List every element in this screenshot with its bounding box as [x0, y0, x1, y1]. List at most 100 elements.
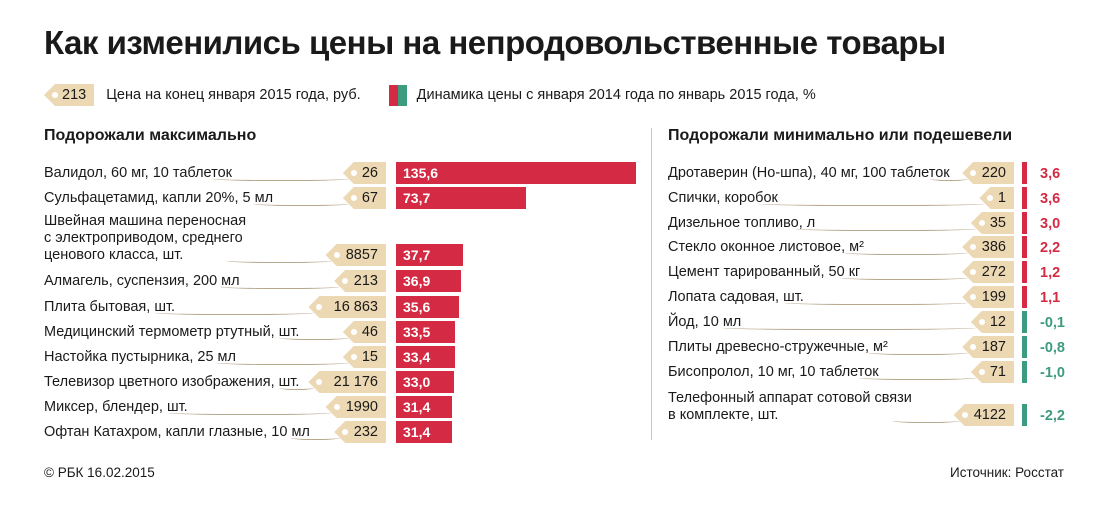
item-label: Телефонный аппарат сотовой связи в компле…	[668, 390, 912, 423]
price-tag: 21 176	[308, 371, 386, 393]
right-section-title: Подорожали минимально или подешевели	[668, 127, 1013, 144]
item-label: Алмагель, суспензия, 200 мл	[44, 273, 240, 289]
left-row: Офтан Катахром, капли глазные, 10 мл 232 3…	[44, 420, 636, 443]
item-label: Медицинский термометр ртутный, шт.	[44, 324, 300, 340]
item-label: Настойка пустырника, 25 мл	[44, 349, 236, 365]
price-tag: 232	[334, 421, 386, 443]
legend-increase-swatch	[388, 84, 398, 106]
item-label: Стекло оконное листовое, м²	[668, 239, 864, 255]
price-tag: 213	[334, 270, 386, 292]
left-row: Сульфацетамид, капли 20%, 5 мл 67 73,7	[44, 186, 636, 209]
right-row: Дизельное топливо, л 35 3,0	[668, 211, 1075, 234]
change-bar: 36,9	[396, 270, 462, 292]
right-row: Дротаверин (Но-шпа), 40 мг, 100 таблеток…	[668, 161, 1075, 184]
item-label: Дизельное топливо, л	[668, 215, 816, 231]
price-tag: 386	[962, 236, 1014, 258]
price-tag: 35	[970, 212, 1014, 234]
tag-string	[757, 200, 986, 206]
right-row: Плиты древесно-стружечные, м² 187 -0,8	[668, 335, 1075, 358]
right-row: Лопата садовая, шт. 199 1,1	[668, 285, 1075, 308]
tag-string	[289, 434, 341, 440]
change-value: -2,2	[1040, 408, 1065, 424]
price-tag: 220	[962, 162, 1014, 184]
change-marker	[1022, 236, 1027, 258]
left-row: Плита бытовая, шт. 16 863 35,6	[44, 295, 636, 318]
price-tag: 15	[342, 346, 386, 368]
legend-change-label: Динамика цены с января 2014 года по янва…	[416, 87, 816, 103]
change-bar: 37,7	[396, 244, 463, 266]
tag-string	[867, 349, 969, 355]
tag-string	[253, 200, 349, 206]
copyright: © РБК 16.02.2015	[44, 465, 155, 480]
left-row: Миксер, блендер, шт. 1990 31,4	[44, 395, 636, 418]
tag-string	[721, 324, 977, 330]
change-value: -0,8	[1040, 340, 1065, 356]
left-row: Настойка пустырника, 25 мл 15 33,4	[44, 345, 636, 368]
change-marker	[1022, 212, 1027, 234]
price-tag: 67	[342, 187, 386, 209]
item-label: Плиты древесно-стружечные, м²	[668, 339, 888, 355]
change-marker	[1022, 361, 1027, 383]
change-bar: 35,6	[396, 296, 459, 318]
tag-string	[279, 334, 349, 340]
change-bar: 33,4	[396, 346, 456, 368]
left-row: Медицинский термометр ртутный, шт. 46 33,5	[44, 320, 636, 343]
tag-string	[155, 309, 315, 315]
change-marker	[1022, 261, 1027, 283]
source-note: Источник: Росстат	[950, 465, 1064, 480]
change-value: -1,0	[1040, 365, 1065, 381]
change-bar: 31,4	[396, 421, 452, 443]
left-section-title: Подорожали максимально	[44, 127, 257, 144]
tag-string	[167, 409, 332, 415]
price-tag: 16 863	[308, 296, 386, 318]
legend-price-tag: 213	[44, 84, 95, 106]
price-tag: 8857	[325, 244, 386, 266]
tag-string	[783, 299, 969, 305]
price-tag: 199	[962, 286, 1014, 308]
right-row: Цемент тарированный, 50 кг 272 1,2	[668, 260, 1075, 283]
change-bar: 135,6	[396, 162, 636, 184]
tag-string	[279, 384, 315, 390]
change-bar: 73,7	[396, 187, 527, 209]
change-bar: 33,0	[396, 371, 455, 393]
item-label: Дротаверин (Но-шпа), 40 мг, 100 таблеток	[668, 165, 950, 181]
change-marker	[1022, 187, 1027, 209]
price-tag: 4122	[953, 404, 1014, 426]
change-marker	[1022, 404, 1027, 426]
item-label: Телевизор цветного изображения, шт.	[44, 374, 300, 390]
item-label: Миксер, блендер, шт.	[44, 399, 188, 415]
tag-string	[215, 359, 349, 365]
right-row: Стекло оконное листовое, м² 386 2,2	[668, 235, 1075, 258]
tag-string	[840, 274, 969, 280]
change-value: -0,1	[1040, 315, 1065, 331]
right-row: Телефонный аппарат сотовой связи в компле…	[668, 386, 1075, 426]
item-label: Лопата садовая, шт.	[668, 289, 804, 305]
chart-title: Как изменились цены на непродовольственн…	[44, 24, 946, 61]
item-label: Швейная машина переносная с электропривод…	[44, 213, 247, 263]
legend: 213 Цена на конец января 2015 года, руб.…	[44, 81, 816, 109]
item-label: Бисопролол, 10 мг, 10 таблеток	[668, 364, 879, 380]
change-value: 3,0	[1040, 216, 1061, 232]
change-value: 1,2	[1040, 265, 1061, 281]
tag-string	[929, 175, 969, 181]
tag-string	[843, 249, 969, 255]
legend-price-label: Цена на конец января 2015 года, руб.	[106, 87, 361, 103]
left-row: Швейная машина переносная с электропривод…	[44, 209, 636, 266]
price-tag: 46	[342, 321, 386, 343]
change-bar: 31,4	[396, 396, 452, 418]
right-row: Йод, 10 мл 12 -0,1	[668, 310, 1075, 333]
tag-string	[858, 374, 977, 380]
change-marker	[1022, 162, 1027, 184]
price-tag: 1990	[325, 396, 386, 418]
change-marker	[1022, 286, 1027, 308]
legend-decrease-swatch	[397, 84, 407, 106]
price-tag: 187	[962, 336, 1014, 358]
change-value: 1,1	[1040, 290, 1061, 306]
item-label: Плита бытовая, шт.	[44, 299, 176, 315]
right-row: Бисопролол, 10 мг, 10 таблеток 71 -1,0	[668, 360, 1075, 383]
change-marker	[1022, 311, 1027, 333]
item-label: Цемент тарированный, 50 кг	[668, 264, 861, 280]
right-row: Спички, коробок 1 3,6	[668, 186, 1075, 209]
tag-string	[891, 417, 960, 423]
item-label: Спички, коробок	[668, 190, 778, 206]
